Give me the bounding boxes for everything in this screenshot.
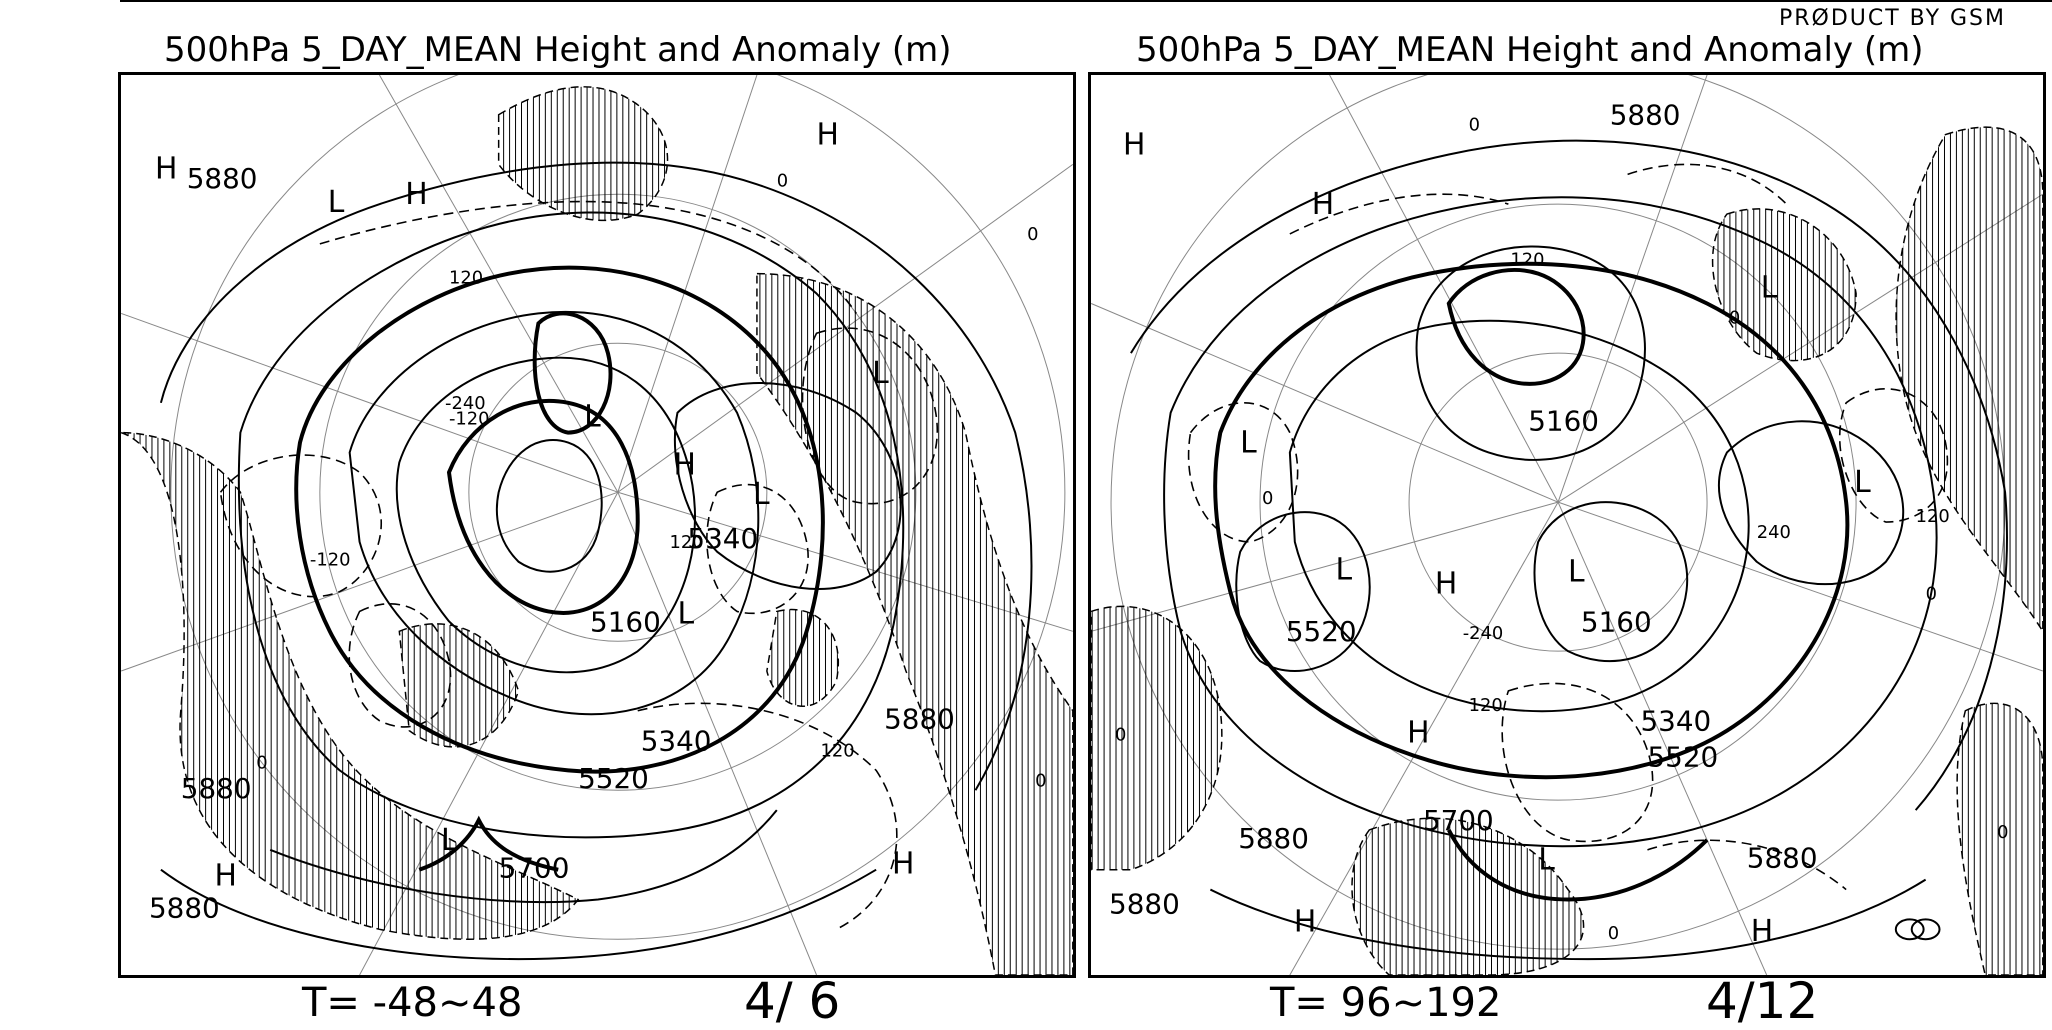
height-label: 5700	[499, 852, 570, 885]
panel-2-date: 4/12	[1706, 972, 1819, 1030]
high-center: H	[1435, 567, 1457, 602]
anomaly-label: 0	[256, 752, 267, 773]
anomaly-label: 240	[1757, 522, 1791, 543]
height-label: 5880	[884, 703, 955, 736]
anomaly-label: 0	[1027, 224, 1038, 245]
high-center: H	[1312, 187, 1334, 222]
anomaly-label: 0	[1469, 115, 1480, 136]
anomaly-label: 0	[1926, 584, 1937, 605]
anomaly-label: 120	[1469, 695, 1503, 716]
anomaly-label: -240	[445, 393, 486, 414]
height-label: 5520	[1286, 615, 1357, 648]
low-center: L	[584, 400, 601, 435]
height-label: 5880	[1610, 99, 1681, 132]
pressure-center-labels: H L H H L L H L L H H L	[155, 118, 914, 894]
low-center: L	[677, 596, 694, 631]
height-label: 5520	[1647, 740, 1718, 773]
graticule	[1091, 75, 2043, 975]
high-center: H	[155, 151, 177, 186]
anomaly-label: 120	[821, 740, 855, 761]
low-center: L	[1568, 555, 1585, 590]
map-panel-2: 5880 5160 5520 5160 5340 5520 5700 5880 …	[1088, 72, 2046, 978]
low-center: L	[872, 356, 889, 391]
panel-1-time-range: T= -48~48	[302, 980, 523, 1026]
height-label: 5160	[1528, 405, 1599, 438]
cloud-symbol-icon	[1894, 918, 1941, 941]
height-label: 5880	[181, 772, 252, 805]
height-label: 5880	[149, 891, 220, 924]
height-labels: 5880 5160 5520 5160 5340 5520 5700 5880 …	[1109, 99, 1817, 921]
high-center: H	[673, 447, 695, 482]
height-label: 5340	[687, 522, 758, 555]
anomaly-label: -120	[449, 409, 490, 430]
high-center: H	[1751, 914, 1773, 949]
height-label: 5880	[1747, 842, 1818, 875]
height-label: 5700	[1423, 804, 1494, 837]
low-center: L	[1538, 843, 1555, 878]
top-rule	[120, 0, 2052, 2]
height-label: 5880	[1238, 822, 1309, 855]
pressure-center-labels: H H L L L H L L H L H H	[1123, 127, 1871, 949]
high-center: H	[817, 118, 839, 153]
anomaly-labels: 120 -120 0 -120 0 0 -240 120 120 0	[256, 170, 1046, 791]
anomaly-label: 120	[449, 268, 483, 289]
height-contours	[1130, 139, 2008, 961]
low-center: L	[1240, 425, 1257, 460]
positive-anomaly-areas	[1091, 126, 2043, 975]
height-label: 5880	[1109, 887, 1180, 920]
map-2-graphic: 5880 5160 5520 5160 5340 5520 5700 5880 …	[1091, 75, 2043, 975]
anomaly-label: 0	[1997, 822, 2008, 843]
low-center: L	[441, 823, 458, 858]
high-center: H	[892, 847, 914, 882]
map-1-graphic: 5880 5340 5160 5340 5520 5700 5880 5880 …	[121, 75, 1073, 975]
high-center: H	[405, 177, 427, 212]
product-credit: PRØDUCT BY GSM	[1778, 6, 2006, 31]
anomaly-label: 0	[1608, 923, 1619, 944]
anomaly-label: 120	[1916, 506, 1950, 527]
height-label: 5340	[641, 724, 712, 757]
height-label: 5880	[187, 162, 258, 195]
panel-2-title: 500hPa 5_DAY_MEAN Height and Anomaly (m)	[1136, 30, 1924, 70]
low-center: L	[1761, 271, 1778, 306]
high-center: H	[1407, 716, 1429, 751]
anomaly-label: 0	[1115, 725, 1126, 746]
high-center: H	[215, 859, 237, 894]
height-label: 5160	[1581, 605, 1652, 638]
anomaly-label: -120	[310, 550, 351, 571]
high-center: H	[1294, 904, 1316, 939]
panel-1-title: 500hPa 5_DAY_MEAN Height and Anomaly (m)	[164, 30, 952, 70]
anomaly-label: 0	[1035, 770, 1046, 791]
low-center: L	[753, 477, 770, 512]
height-labels: 5880 5340 5160 5340 5520 5700 5880 5880 …	[149, 162, 955, 924]
low-center: L	[1854, 465, 1871, 500]
height-label: 5340	[1641, 705, 1712, 738]
low-center: L	[1336, 553, 1353, 588]
anomaly-label: 0	[1729, 307, 1740, 328]
map-panel-1: 5880 5340 5160 5340 5520 5700 5880 5880 …	[118, 72, 1076, 978]
anomaly-contours	[1187, 163, 1949, 891]
anomaly-label: 120	[1510, 250, 1544, 271]
anomaly-label: 0	[1262, 488, 1273, 509]
low-center: L	[328, 185, 345, 220]
anomaly-label: -240	[1463, 623, 1504, 644]
height-label: 5160	[590, 605, 661, 638]
height-label: 5520	[578, 762, 649, 795]
panel-1-date: 4/ 6	[744, 972, 841, 1030]
high-center: H	[1123, 127, 1145, 162]
anomaly-label: 0	[777, 170, 788, 191]
height-contours	[159, 161, 1033, 961]
anomaly-labels: 0 120 0 0 -240 120 240 120 0 0 0 0	[1115, 115, 2008, 945]
anomaly-contours	[219, 200, 938, 931]
anomaly-label: 120	[670, 532, 704, 553]
panel-2-time-range: T= 96~192	[1270, 980, 1502, 1026]
positive-anomaly-areas	[121, 86, 1073, 975]
